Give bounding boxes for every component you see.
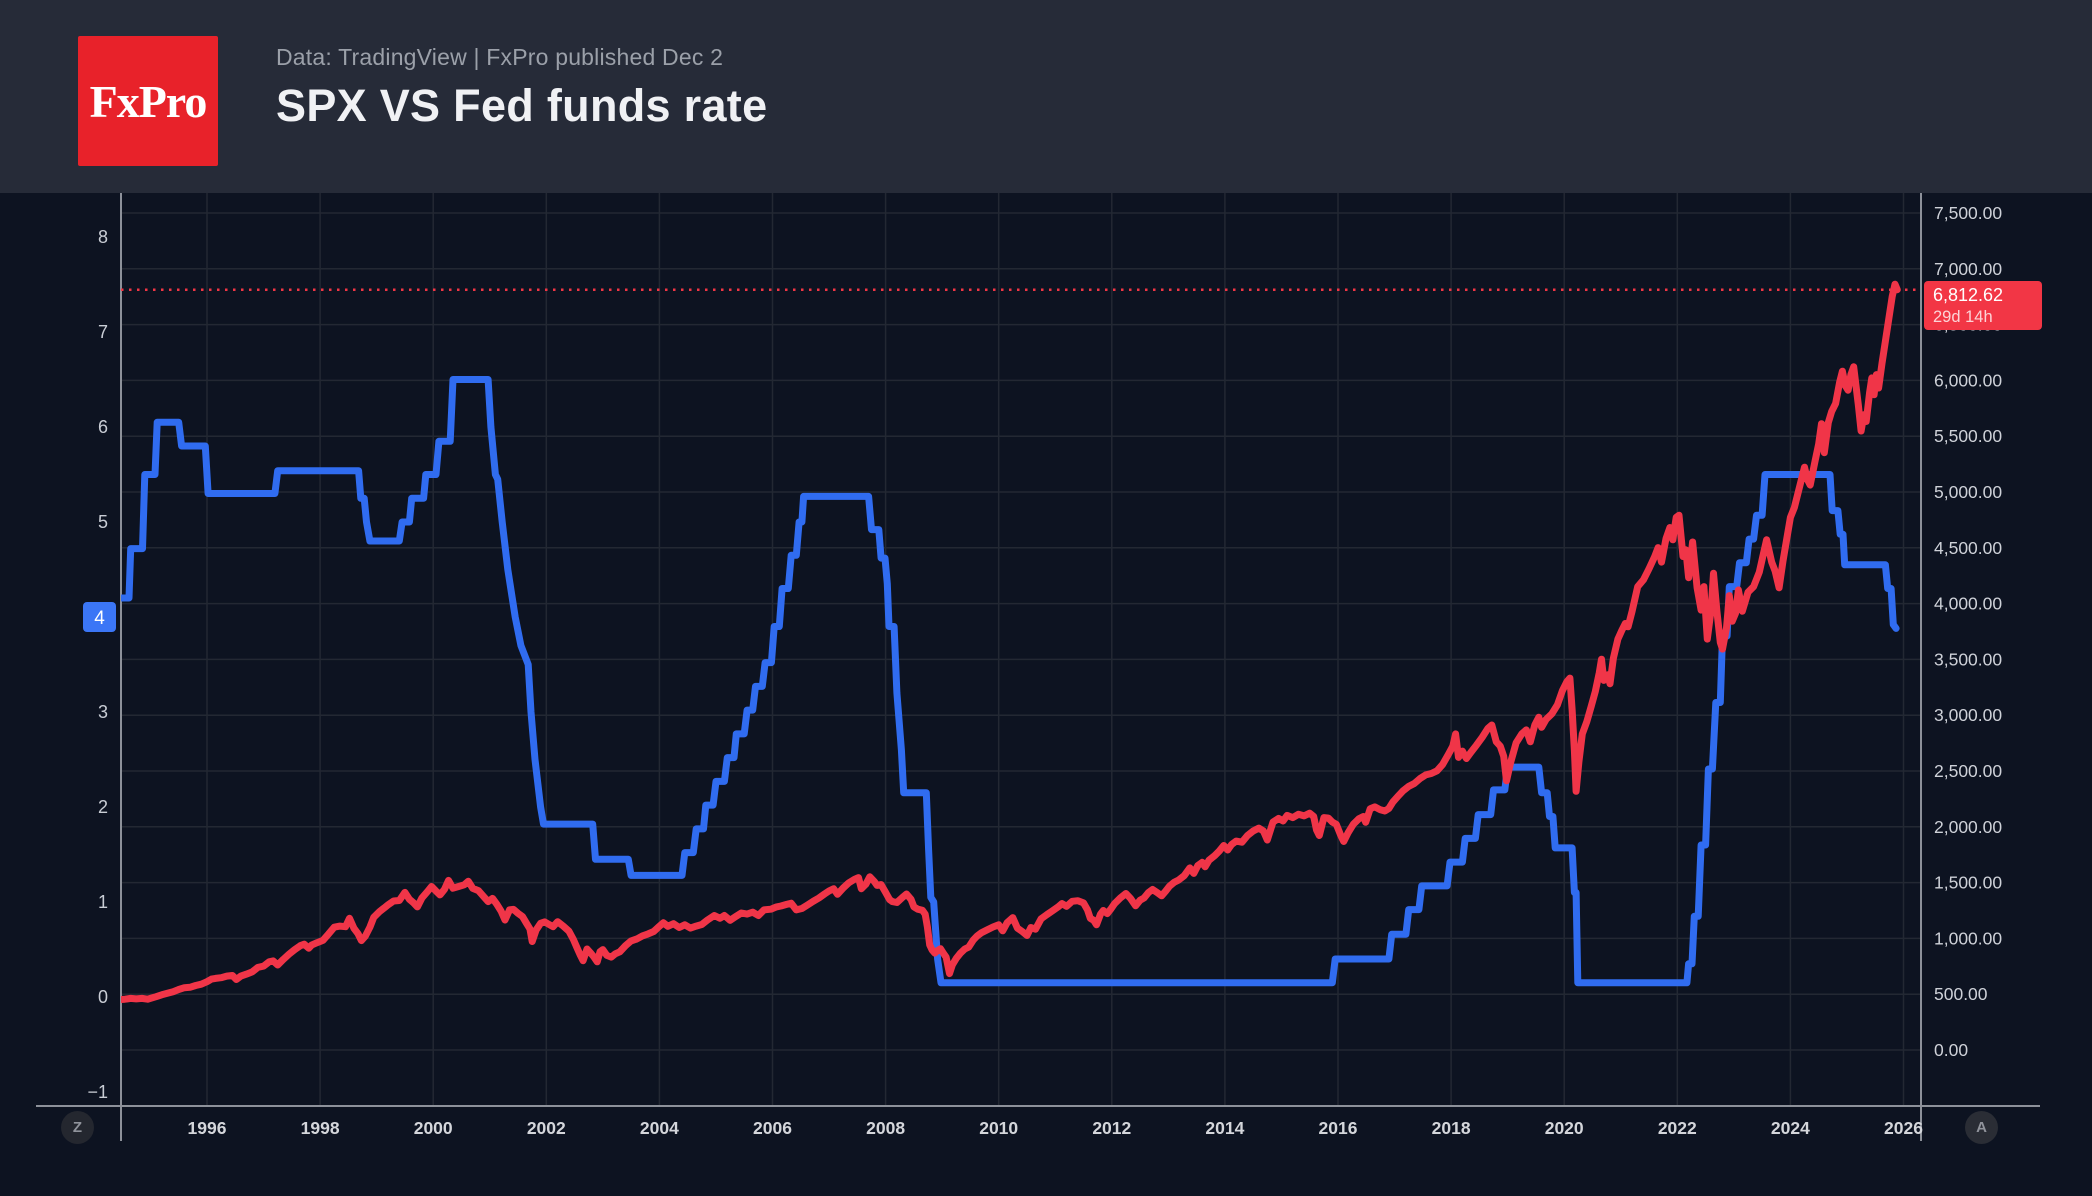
left-axis-tick: 7: [98, 322, 108, 342]
fxpro-logo: FxPro: [78, 36, 218, 166]
left-axis-tick: 1: [98, 892, 108, 912]
header-bar: FxPro Data: TradingView | FxPro publishe…: [0, 0, 2092, 193]
last-price-value: 6,812.62: [1933, 285, 2003, 305]
right-axis-tick: 1,500.00: [1934, 873, 2002, 893]
right-axis-tick: 500.00: [1934, 984, 1988, 1004]
fed-funds-line: [121, 376, 1900, 987]
right-axis-tick: 2,500.00: [1934, 761, 2002, 781]
x-axis-tick: 2012: [1092, 1118, 1131, 1138]
time-scale[interactable]: 1996 1998 2000 2002 2004 2006 2008 2010 2012 2014…: [188, 1118, 1924, 1138]
last-price-label: 6,812.62 29d 14h: [1924, 281, 2042, 330]
left-axis-tick: 6: [98, 417, 108, 437]
left-price-scale[interactable]: 8 7 6 5 3 2 1 0 −1: [87, 227, 108, 1102]
left-axis-tick: 5: [98, 512, 108, 532]
x-axis-tick: 2016: [1319, 1118, 1358, 1138]
bar-countdown: 29d 14h: [1933, 308, 1993, 326]
x-axis-tick: 2004: [640, 1118, 679, 1138]
right-axis-tick: 4,500.00: [1934, 538, 2002, 558]
left-axis-tick: 0: [98, 987, 108, 1007]
left-axis-tick: 3: [98, 702, 108, 722]
x-axis-tick: 2022: [1658, 1118, 1697, 1138]
z-hint-label: Z: [72, 1119, 83, 1136]
right-axis-tick: 0.00: [1934, 1040, 1968, 1060]
left-axis-tick: 2: [98, 797, 108, 817]
chart-title: SPX VS Fed funds rate: [276, 80, 768, 131]
right-axis-tick: 5,000.00: [1934, 482, 2002, 502]
x-axis-tick: 2018: [1432, 1118, 1471, 1138]
left-axis-tick: 8: [98, 227, 108, 247]
right-axis-tick: 5,500.00: [1934, 426, 2002, 446]
x-axis-tick: 2008: [866, 1118, 905, 1138]
fed-rate-axis-badge: 4: [83, 602, 116, 632]
right-axis-tick: 7,000.00: [1934, 259, 2002, 279]
last-price-badge-bg: [1924, 281, 2042, 330]
x-axis-tick: 2024: [1771, 1118, 1810, 1138]
right-axis-tick: 3,500.00: [1934, 649, 2002, 669]
right-price-scale[interactable]: 7,500.007,000.006,500.006,000.005,500.00…: [1934, 203, 2002, 1060]
right-axis-tick: 2,000.00: [1934, 817, 2002, 837]
right-axis-tick: 7,500.00: [1934, 203, 2002, 223]
left-axis-tick: −1: [87, 1082, 108, 1102]
bottom-right-a-hint: A: [1965, 1111, 1998, 1144]
x-axis-tick: 2002: [527, 1118, 566, 1138]
fed-rate-badge-value: 4: [94, 608, 105, 629]
x-axis-tick: 1998: [301, 1118, 340, 1138]
x-axis-tick: 2010: [979, 1118, 1018, 1138]
spx-line: [121, 280, 1901, 1003]
grid-lines: [121, 193, 1921, 1106]
x-axis-tick: 2006: [753, 1118, 792, 1138]
axis-lines: [36, 193, 2040, 1141]
x-axis-tick: 2020: [1545, 1118, 1584, 1138]
bottom-left-z-hint: Z: [61, 1111, 94, 1144]
x-axis-tick: 2014: [1205, 1118, 1244, 1138]
a-hint-label: A: [1976, 1119, 1987, 1136]
right-axis-tick: 6,000.00: [1934, 370, 2002, 390]
fxpro-logo-text: FxPro: [89, 75, 208, 127]
chart-source-caption: Data: TradingView | FxPro published Dec …: [276, 44, 724, 70]
right-axis-tick: 1,000.00: [1934, 928, 2002, 948]
header-text-block: Data: TradingView | FxPro published Dec …: [276, 44, 767, 132]
x-axis-tick: 2026: [1884, 1118, 1923, 1138]
right-axis-tick: 4,000.00: [1934, 594, 2002, 614]
fed-rate-badge-bg: [83, 602, 116, 632]
x-axis-tick: 1996: [188, 1118, 227, 1138]
right-axis-tick: 3,000.00: [1934, 705, 2002, 725]
x-axis-tick: 2000: [414, 1118, 453, 1138]
